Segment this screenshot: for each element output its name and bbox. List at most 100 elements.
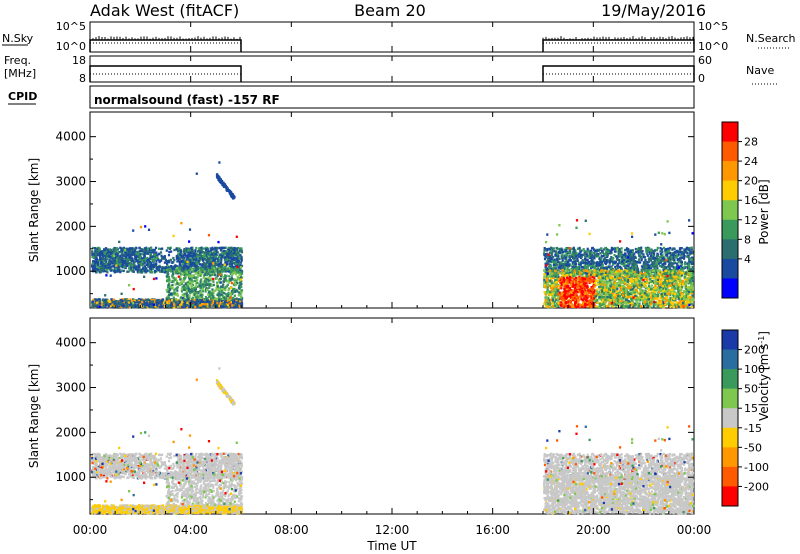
range-gate-cell [109, 253, 113, 256]
range-gate-cell [167, 304, 170, 307]
range-gate-cell [214, 302, 217, 305]
range-gate-cell [214, 289, 217, 292]
range-gate-cell [186, 305, 189, 309]
range-gate-cell [558, 257, 561, 261]
range-gate-cell [179, 273, 182, 276]
range-gate-cell [567, 250, 570, 253]
range-gate-cell [231, 267, 234, 271]
range-gate-cell [212, 251, 215, 254]
range-gate-cell [163, 261, 166, 264]
range-gate-cell [207, 300, 211, 304]
range-gate-cell [210, 253, 213, 256]
range-gate-cell [207, 279, 210, 282]
range-gate-cell [177, 247, 180, 250]
range-gate-cell [219, 253, 222, 256]
range-gate-cell [103, 254, 106, 257]
range-gate-cell [220, 246, 223, 249]
range-gate-cell [223, 292, 226, 295]
range-gate-cell [185, 264, 188, 268]
range-gate-cell [543, 257, 547, 261]
range-gate-cell [648, 252, 651, 255]
range-gate-cell [93, 268, 96, 271]
range-gate-cell [185, 287, 189, 291]
range-gate-cell [130, 250, 133, 254]
range-gate-cell [571, 265, 574, 269]
range-gate-cell [239, 269, 242, 273]
range-gate-cell [165, 260, 168, 263]
range-gate-cell [641, 255, 644, 259]
range-gate-cell [172, 276, 175, 280]
range-gate-cell [171, 299, 174, 302]
range-gate-cell [564, 266, 567, 269]
range-gate-cell [97, 259, 100, 263]
range-gate-cell [187, 253, 190, 256]
range-gate-cell [167, 253, 171, 257]
range-gate-cell [667, 256, 670, 259]
range-gate-cell [613, 254, 616, 257]
range-gate-cell [581, 261, 584, 265]
range-gate-cell [200, 295, 203, 298]
range-gate-cell [235, 297, 238, 300]
range-gate-cell [597, 253, 600, 256]
range-gate-cell [236, 257, 239, 261]
range-gate-cell [199, 294, 202, 297]
range-gate-cell [240, 276, 243, 279]
range-gate-cell [200, 251, 203, 254]
freq-unit: [MHz] [4, 67, 36, 80]
range-gate-cell [207, 282, 210, 285]
range-gate-cell [185, 275, 188, 278]
range-gate-cell [656, 258, 659, 262]
range-gate-cell [190, 251, 193, 255]
range-gate-cell [654, 266, 657, 270]
range-gate-cell [567, 265, 570, 268]
range-gate-cell [184, 268, 188, 272]
range-gate-cell [633, 265, 636, 269]
range-gate-cell [140, 257, 143, 261]
range-gate-cell [193, 261, 196, 264]
range-gate-cell [224, 265, 227, 268]
range-gate-cell [173, 303, 176, 307]
range-gate-cell [227, 269, 230, 273]
range-gate-cell [174, 283, 177, 286]
range-gate-cell [573, 253, 576, 256]
range-gate-cell [214, 273, 217, 277]
range-gate-cell [646, 248, 649, 251]
range-gate-cell [119, 270, 122, 274]
range-gate-cell [113, 259, 116, 263]
range-gate-cell [134, 300, 137, 304]
range-gate-cell [150, 268, 153, 271]
range-gate-cell [240, 301, 244, 304]
range-gate-cell [651, 261, 654, 264]
range-gate-cell [187, 247, 190, 251]
range-gate-cell [122, 262, 125, 265]
range-gate-cell [207, 276, 210, 279]
range-gate-cell [101, 264, 104, 267]
range-gate-cell [204, 290, 207, 293]
range-gate-cell [176, 265, 179, 268]
range-gate-cell [642, 253, 645, 256]
range-gate-cell [133, 261, 136, 264]
range-gate-cell [205, 286, 208, 290]
range-gate-cell [606, 267, 609, 270]
range-gate-cell [229, 271, 232, 274]
range-gate-cell [114, 247, 117, 250]
range-gate-cell [218, 298, 221, 302]
range-gate-cell [669, 252, 672, 255]
range-gate-cell [146, 302, 149, 305]
range-gate-cell [158, 305, 161, 309]
range-gate-cell [129, 261, 133, 264]
range-gate-cell [175, 247, 178, 251]
range-gate-cell [233, 257, 236, 260]
range-gate-cell [100, 250, 103, 254]
range-gate-cell [150, 263, 153, 266]
range-gate-cell [141, 304, 144, 308]
range-gate-cell [196, 268, 199, 271]
range-gate-cell [128, 304, 131, 307]
range-gate-cell [596, 263, 599, 266]
range-gate-cell [201, 257, 204, 260]
range-gate-cell [580, 249, 583, 252]
range-gate-cell [681, 250, 684, 254]
range-gate-cell [222, 183, 226, 186]
range-gate-cell [181, 305, 184, 308]
range-gate-cell [550, 253, 553, 257]
